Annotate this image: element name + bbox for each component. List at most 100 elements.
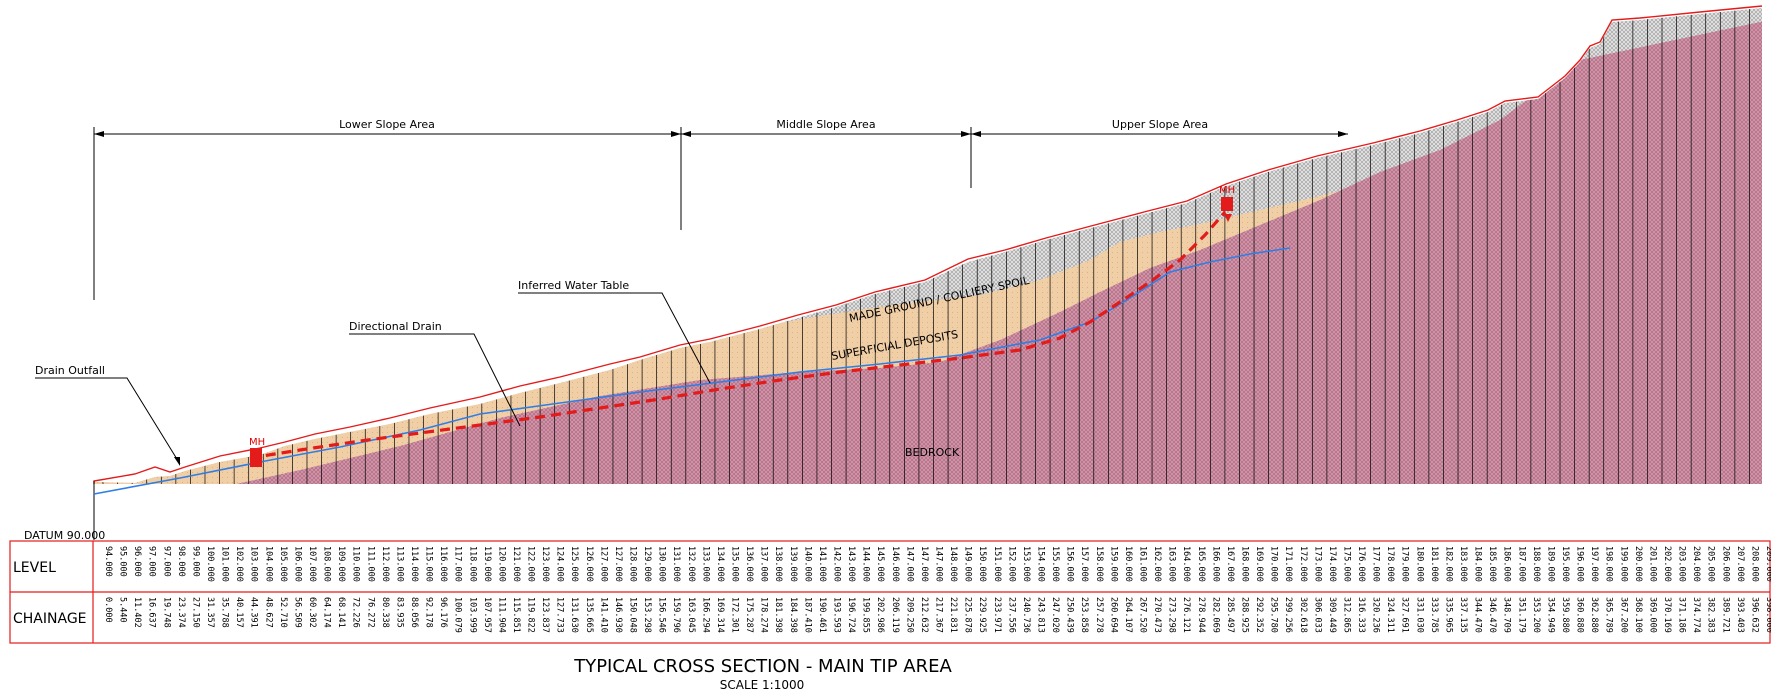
chainage-cell: 335.965 xyxy=(1443,597,1453,633)
chainage-cell: 368.100 xyxy=(1633,597,1643,633)
level-cell: 165.000 xyxy=(1196,546,1206,582)
level-cell: 206.000 xyxy=(1720,546,1730,582)
chainage-cell: 193.593 xyxy=(832,597,842,633)
level-cell: 109.000 xyxy=(336,546,346,582)
chainage-cell: 278.944 xyxy=(1196,597,1206,633)
level-cell: 124.000 xyxy=(555,546,565,582)
chainage-cell: 153.298 xyxy=(642,597,652,633)
chainage-cell: 367.200 xyxy=(1618,597,1628,633)
level-cell: 106.000 xyxy=(292,546,302,582)
level-cell: 182.000 xyxy=(1443,546,1453,582)
level-cell: 181.000 xyxy=(1429,546,1439,582)
level-cell: 203.000 xyxy=(1677,546,1687,582)
level-cell: 138.000 xyxy=(773,546,783,582)
chainage-cell: 56.509 xyxy=(292,597,302,628)
chainage-cell: 306.033 xyxy=(1312,597,1322,633)
arrow-lower-left xyxy=(94,131,104,137)
chainage-cell: 337.135 xyxy=(1458,597,1468,633)
level-cell: 97.000 xyxy=(161,546,171,577)
chainage-cell: 295.780 xyxy=(1269,597,1279,633)
chainage-cell: 229.925 xyxy=(977,597,987,633)
level-cell: 95.000 xyxy=(118,546,128,577)
chainage-cell: 169.314 xyxy=(715,597,725,633)
chainage-cell: 35.788 xyxy=(220,597,230,628)
level-cell: 119.000 xyxy=(482,546,492,582)
drawing-scale: SCALE 1:1000 xyxy=(720,678,805,692)
level-cell: 134.000 xyxy=(715,546,725,582)
level-cell: 150.000 xyxy=(977,546,987,582)
level-cell: 127.000 xyxy=(598,546,608,582)
level-cell: 146.000 xyxy=(890,546,900,582)
level-chainage-table: LEVEL CHAINAGE 94.000 0.000 95.000 5.440 96.… xyxy=(9,540,1771,644)
water-table-label: Inferred Water Table xyxy=(518,279,629,292)
level-cell: 187.000 xyxy=(1516,546,1526,582)
level-cell: 113.000 xyxy=(394,546,404,582)
chainage-cell: 48.627 xyxy=(263,597,273,628)
chainage-cell: 181.398 xyxy=(773,597,783,633)
level-cell: 130.000 xyxy=(657,546,667,582)
level-cell: 128.000 xyxy=(628,546,638,582)
level-cell: 160.000 xyxy=(1123,546,1133,582)
chainage-cell: 187.410 xyxy=(802,597,812,633)
chainage-cell: 60.302 xyxy=(307,597,317,628)
chainage-cell: 111.904 xyxy=(496,597,506,633)
level-cell: 137.000 xyxy=(759,546,769,582)
level-cell: 131.000 xyxy=(671,546,681,582)
chainage-cell: 23.374 xyxy=(176,597,186,628)
chainage-cell: 146.930 xyxy=(613,597,623,633)
level-cell: 102.000 xyxy=(234,546,244,582)
chainage-cell: 150.048 xyxy=(628,597,638,633)
chainage-cell: 209.250 xyxy=(904,597,914,633)
level-cell: 99.000 xyxy=(190,546,200,577)
level-cell: 96.000 xyxy=(132,546,142,577)
arrow-upper-right xyxy=(1338,131,1348,137)
water-table-leader xyxy=(518,292,711,384)
chainage-cell: 11.402 xyxy=(132,597,142,628)
manhole-high-label: MH xyxy=(1219,185,1235,196)
level-cell: 105.000 xyxy=(278,546,288,582)
chainage-cell: 80.338 xyxy=(380,597,390,628)
zone-dimensions: Lower Slope Area Middle Slope Area Upper… xyxy=(93,118,1348,300)
level-cell: 157.000 xyxy=(1079,546,1089,582)
chainage-cell: 346.470 xyxy=(1487,597,1497,633)
level-cell: 94.000 xyxy=(103,546,113,577)
level-cell: 173.000 xyxy=(1312,546,1322,582)
directional-drain-label: Directional Drain xyxy=(349,320,442,333)
level-cell: 185.000 xyxy=(1487,546,1497,582)
bedrock-label: BEDROCK xyxy=(905,446,960,459)
level-cell: 117.000 xyxy=(453,546,463,582)
level-cell: 164.000 xyxy=(1181,546,1191,582)
level-cell: 169.000 xyxy=(1254,546,1264,582)
level-cell: 108.000 xyxy=(322,546,332,582)
level-cell: 197.000 xyxy=(1589,546,1599,582)
level-cell: 148.000 xyxy=(948,546,958,582)
chainage-cell: 27.150 xyxy=(190,597,200,628)
manhole-low-marker xyxy=(250,448,262,467)
manhole-high-marker xyxy=(1221,197,1233,211)
level-cell: 141.000 xyxy=(817,546,827,582)
table-cells: 94.000 0.000 95.000 5.440 96.000 11.402 97.000… xyxy=(103,546,1771,633)
level-cell: 149.000 xyxy=(963,546,973,582)
level-cell: 188.000 xyxy=(1531,546,1541,582)
level-cell: 202.000 xyxy=(1662,546,1672,582)
level-cell: 136.000 xyxy=(744,546,754,582)
chainage-cell: 225.878 xyxy=(963,597,973,633)
chainage-cell: 96.176 xyxy=(438,597,448,628)
level-cell: 144.000 xyxy=(861,546,871,582)
chainage-cell: 178.274 xyxy=(759,597,769,633)
level-cell: 143.000 xyxy=(846,546,856,582)
chainage-cell: 119.822 xyxy=(526,597,536,633)
level-cell: 183.000 xyxy=(1458,546,1468,582)
chainage-row-header: CHAINAGE xyxy=(13,611,87,627)
level-cell: 121.000 xyxy=(511,546,521,582)
chainage-cell: 299.256 xyxy=(1283,597,1293,633)
arrow-middle-right xyxy=(961,131,971,137)
chainage-cell: 240.736 xyxy=(1021,597,1031,633)
chainage-cell: 131.630 xyxy=(569,597,579,633)
chainage-cell: 127.733 xyxy=(555,597,565,633)
chainage-cell: 196.724 xyxy=(846,597,856,633)
level-cell: 133.000 xyxy=(700,546,710,582)
chainage-cell: 52.710 xyxy=(278,597,288,628)
level-cell: 140.000 xyxy=(802,546,812,582)
level-cell: 129.000 xyxy=(642,546,652,582)
